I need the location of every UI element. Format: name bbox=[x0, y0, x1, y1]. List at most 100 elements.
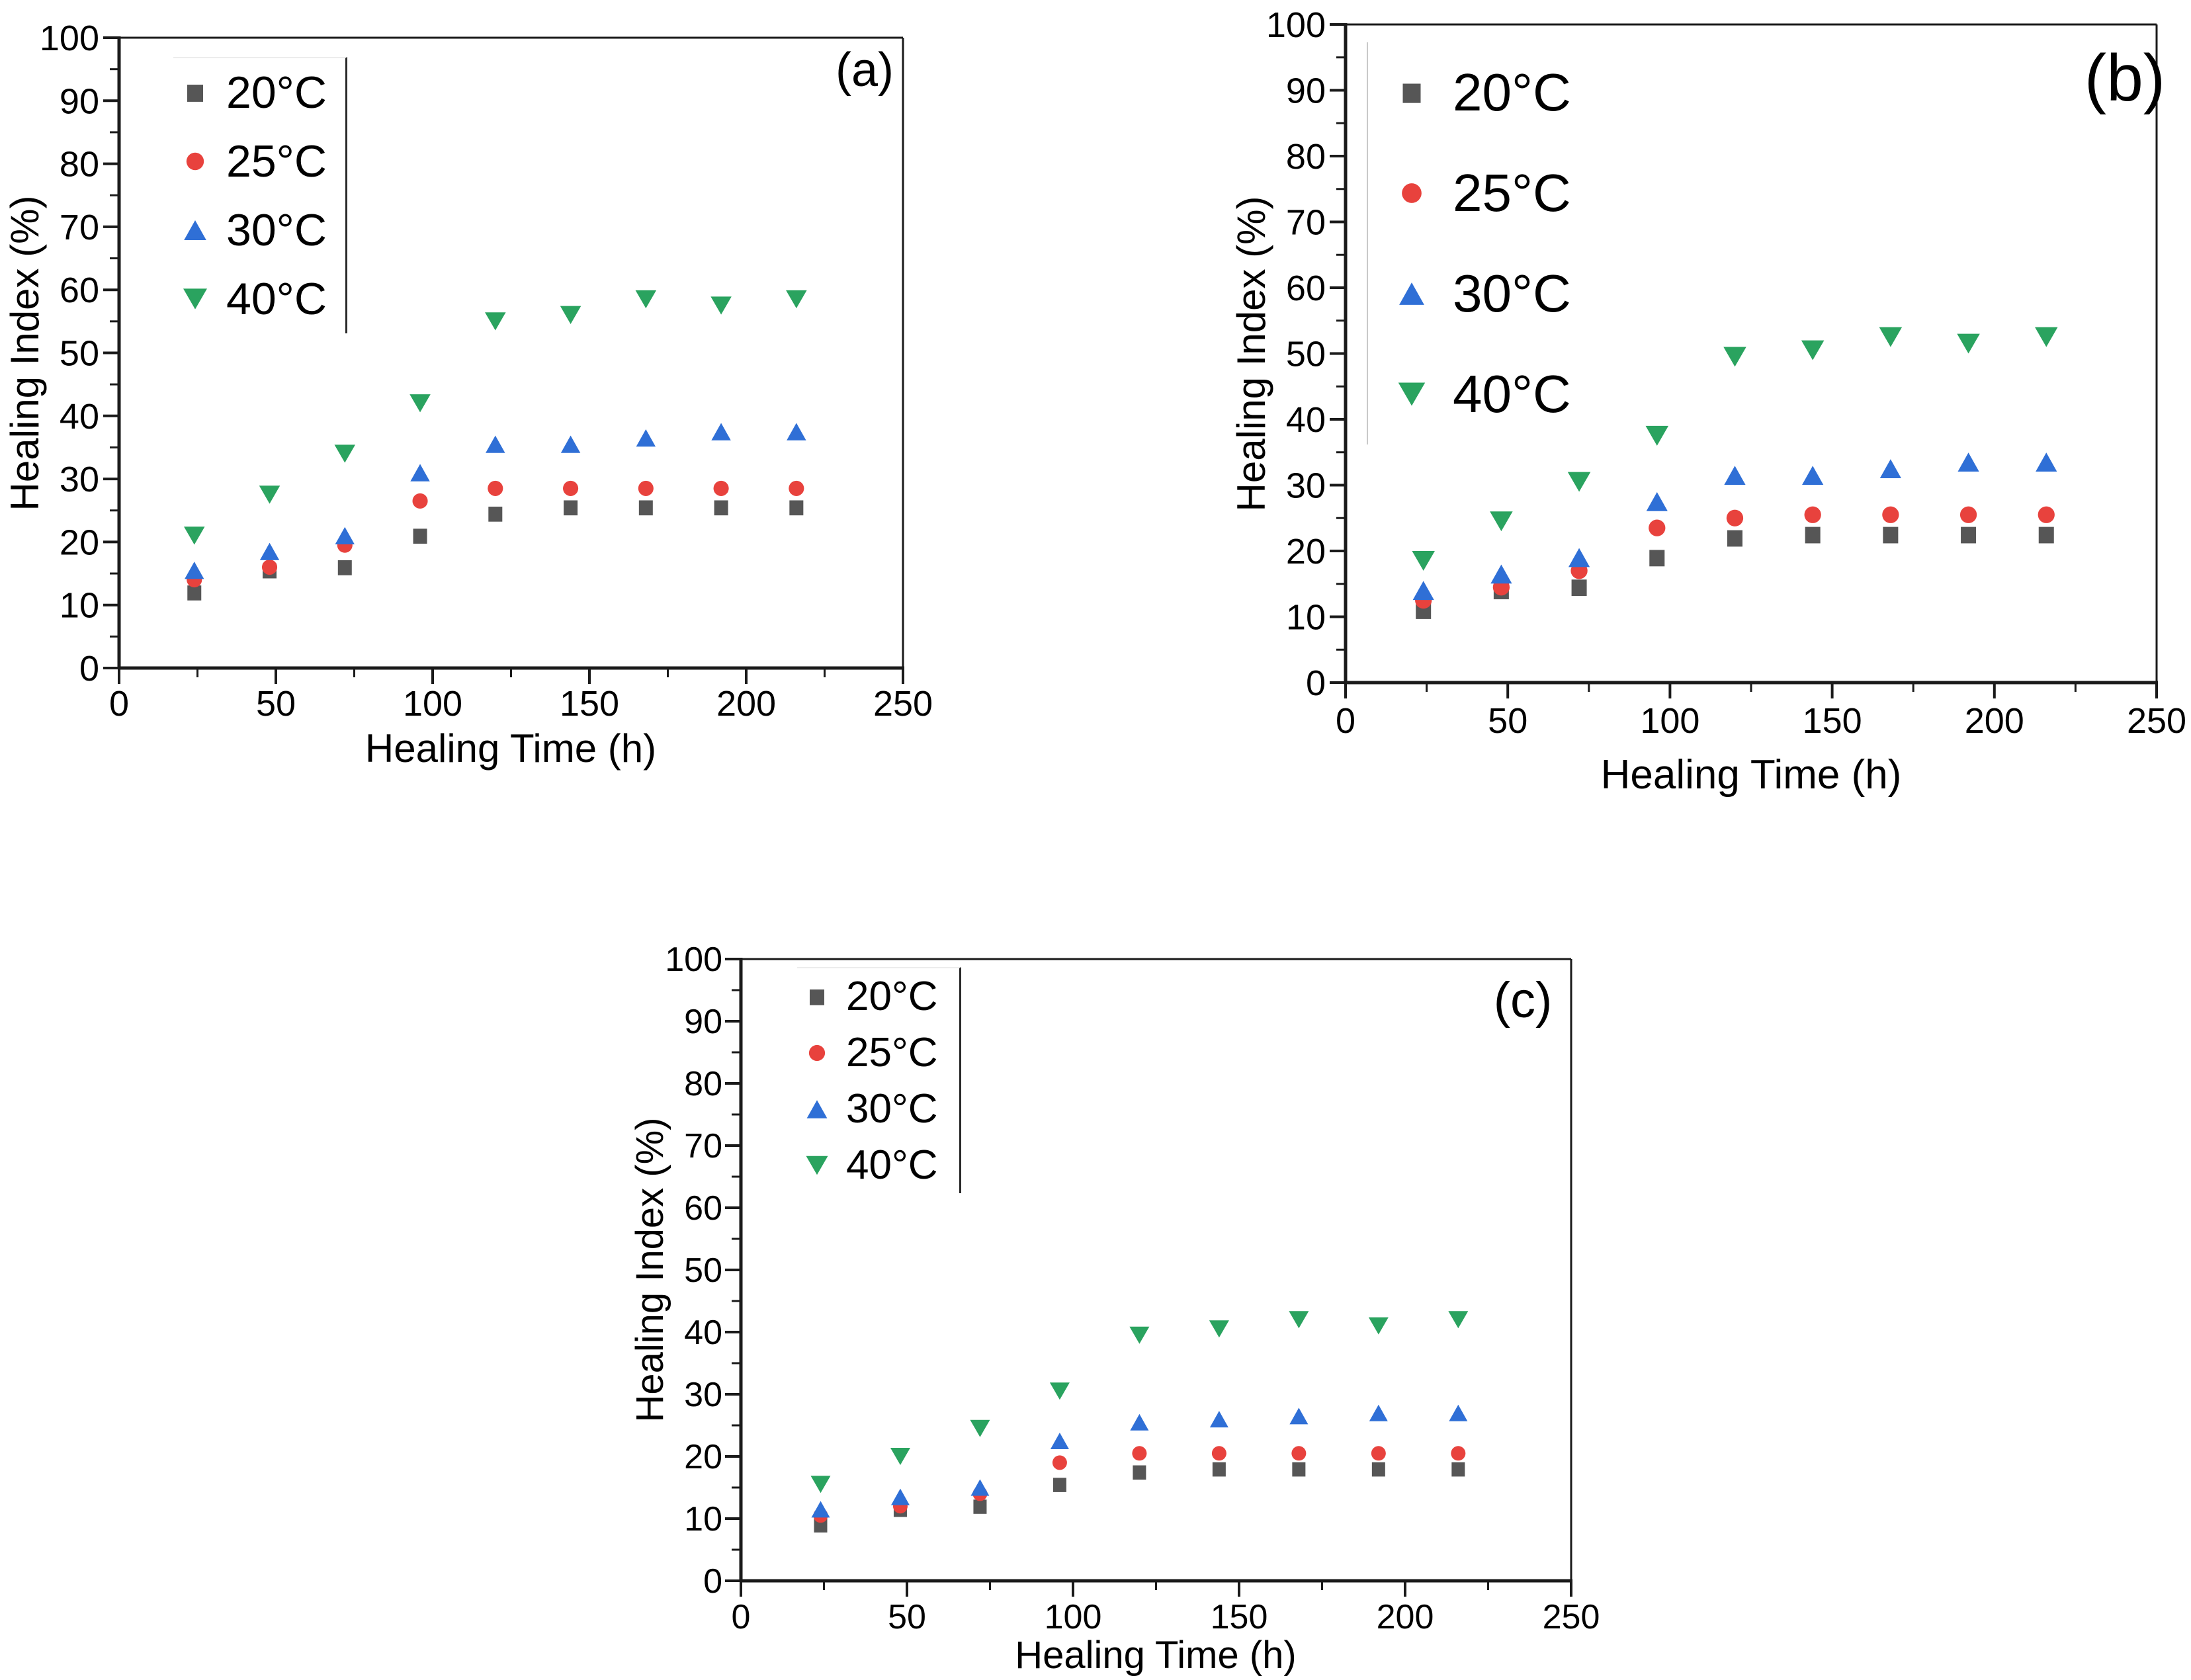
x-tick-label: 250 bbox=[2127, 701, 2186, 741]
data-point-circle bbox=[1211, 1446, 1226, 1461]
data-point-square bbox=[1805, 526, 1821, 544]
data-point-circle bbox=[2038, 506, 2055, 523]
data-point-triangle-up bbox=[1879, 459, 1901, 478]
y-tick-label: 40 bbox=[60, 397, 99, 437]
y-axis-title: Healing Index (%) bbox=[3, 196, 47, 511]
panel-letter: (a) bbox=[836, 44, 894, 97]
y-tick-label: 10 bbox=[60, 586, 99, 626]
data-point-triangle-down bbox=[1879, 327, 1903, 347]
legend-circle-glyph bbox=[1402, 183, 1422, 203]
legend-triangle-up-glyph bbox=[1399, 282, 1424, 305]
legend-label: 25°C bbox=[226, 136, 327, 187]
data-point-square bbox=[638, 500, 653, 516]
y-tick-label: 70 bbox=[60, 208, 99, 247]
data-point-triangle-up bbox=[890, 1488, 910, 1505]
legend-triangle-up-glyph bbox=[184, 220, 206, 240]
data-point-circle bbox=[713, 480, 729, 496]
data-point-triangle-down bbox=[1957, 333, 1980, 354]
data-point-square bbox=[337, 560, 352, 575]
legend-item: 20°C bbox=[797, 968, 938, 1025]
data-point-circle bbox=[488, 480, 503, 496]
legend-circle-glyph bbox=[186, 152, 204, 171]
data-point-square bbox=[789, 500, 804, 516]
legend-marker-triangle-up-icon bbox=[173, 214, 217, 247]
data-point-circle bbox=[1052, 1455, 1067, 1470]
legend-item: 20°C bbox=[1388, 42, 1571, 143]
data-point-triangle-down bbox=[1412, 550, 1435, 571]
y-axis-title: Healing Index (%) bbox=[1229, 196, 1273, 512]
x-axis-title: Healing Time (h) bbox=[1015, 1634, 1296, 1677]
y-tick-label: 80 bbox=[1286, 137, 1326, 177]
x-tick-label: 200 bbox=[1965, 701, 2024, 741]
data-point-triangle-down bbox=[970, 1419, 990, 1437]
data-point-triangle-up bbox=[1802, 466, 1824, 485]
legend-circle-glyph bbox=[808, 1044, 826, 1061]
y-tick-label: 80 bbox=[60, 145, 99, 185]
legend-item: 40°C bbox=[1388, 344, 1571, 444]
legend-item: 25°C bbox=[1388, 143, 1571, 243]
legend-marker-triangle-up-icon bbox=[1388, 275, 1436, 312]
data-point-triangle-down bbox=[1209, 1320, 1229, 1338]
data-point-triangle-up bbox=[335, 526, 355, 544]
data-point-triangle-down bbox=[810, 1476, 831, 1493]
y-tick-label: 0 bbox=[79, 649, 99, 689]
data-point-triangle-up bbox=[970, 1479, 990, 1496]
legend-c: 20°C 25°C 30°C 40°C bbox=[797, 967, 961, 1193]
data-point-square bbox=[564, 500, 578, 516]
data-point-triangle-up bbox=[2036, 452, 2057, 472]
legend-item: 20°C bbox=[173, 58, 327, 127]
data-point-circle bbox=[1804, 506, 1821, 523]
y-tick-label: 0 bbox=[703, 1562, 722, 1601]
x-tick-label: 50 bbox=[888, 1598, 926, 1636]
data-point-triangle-up bbox=[1130, 1413, 1149, 1431]
legend-label: 40°C bbox=[846, 1142, 938, 1188]
legend-label: 20°C bbox=[226, 67, 327, 118]
data-point-triangle-up bbox=[486, 435, 505, 453]
legend-item: 25°C bbox=[173, 127, 327, 196]
legend-item: 40°C bbox=[797, 1137, 938, 1193]
data-point-triangle-up bbox=[1490, 564, 1512, 584]
data-point-circle bbox=[1726, 509, 1744, 526]
data-point-triangle-down bbox=[334, 444, 356, 463]
y-axis-title: Healing Index (%) bbox=[628, 1118, 671, 1423]
legend-marker-square-icon bbox=[1388, 74, 1436, 111]
data-point-triangle-up bbox=[811, 1501, 830, 1518]
x-tick-label: 0 bbox=[1336, 701, 1355, 741]
y-tick-label: 50 bbox=[1286, 335, 1326, 374]
y-tick-label: 60 bbox=[684, 1189, 722, 1228]
legend-marker-circle-icon bbox=[173, 145, 217, 178]
y-tick-label: 100 bbox=[665, 941, 722, 979]
data-point-triangle-down bbox=[786, 290, 807, 309]
data-point-triangle-down bbox=[890, 1448, 910, 1465]
y-tick-label: 100 bbox=[1266, 5, 1326, 45]
x-tick-label: 150 bbox=[1803, 701, 1862, 741]
data-point-square bbox=[1212, 1462, 1226, 1477]
x-tick-label: 200 bbox=[1377, 1598, 1434, 1636]
y-tick-label: 80 bbox=[684, 1065, 722, 1103]
legend-label: 40°C bbox=[226, 274, 327, 324]
data-point-square bbox=[1451, 1462, 1465, 1477]
legend-a: 20°C 25°C 30°C 40°C bbox=[173, 57, 347, 333]
data-point-circle bbox=[1649, 519, 1666, 536]
data-point-triangle-up bbox=[1724, 466, 1746, 485]
legend-marker-triangle-down-icon bbox=[1388, 376, 1436, 413]
y-tick-label: 20 bbox=[60, 523, 99, 562]
data-point-square bbox=[1649, 550, 1665, 567]
legend-label: 30°C bbox=[1453, 264, 1571, 323]
data-point-square bbox=[413, 528, 427, 544]
data-point-triangle-down bbox=[1289, 1311, 1309, 1329]
y-tick-label: 10 bbox=[684, 1500, 722, 1538]
data-point-triangle-down bbox=[560, 306, 581, 324]
data-point-square bbox=[488, 507, 503, 522]
data-point-circle bbox=[1291, 1446, 1307, 1461]
data-point-triangle-down bbox=[2035, 327, 2058, 347]
data-point-square bbox=[1961, 526, 1977, 544]
y-tick-label: 100 bbox=[40, 19, 99, 58]
y-tick-label: 90 bbox=[684, 1003, 722, 1041]
legend-triangle-down-glyph bbox=[1398, 382, 1426, 406]
y-tick-label: 90 bbox=[60, 81, 99, 121]
x-tick-label: 100 bbox=[403, 684, 462, 724]
data-point-triangle-up bbox=[1369, 1404, 1388, 1421]
y-tick-label: 30 bbox=[684, 1376, 722, 1414]
x-tick-label: 0 bbox=[732, 1598, 751, 1636]
